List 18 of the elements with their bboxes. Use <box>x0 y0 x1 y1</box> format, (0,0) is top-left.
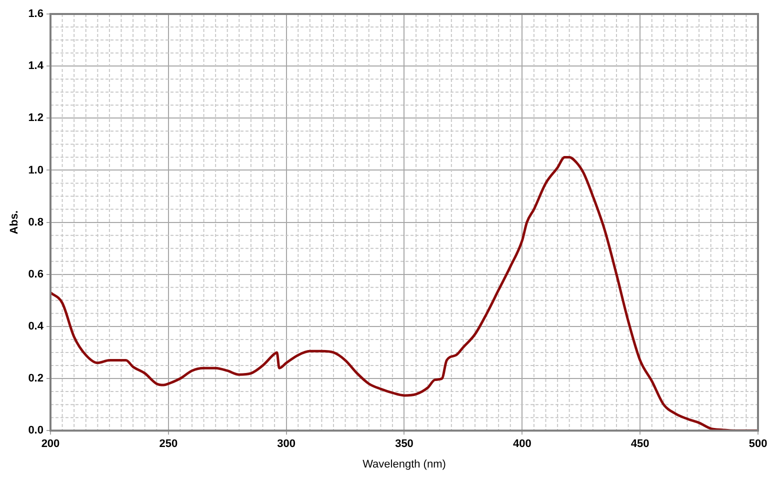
y-tick-label: 0.4 <box>28 320 44 332</box>
y-tick-label: 1.0 <box>28 164 44 176</box>
x-tick-label: 400 <box>512 438 532 450</box>
y-tick-label: 1.2 <box>28 112 44 124</box>
y-tick-label: 0.6 <box>28 268 44 280</box>
y-tick-label: 0.8 <box>28 216 44 228</box>
x-tick-label: 350 <box>395 438 414 450</box>
x-tick-label: 200 <box>41 438 60 450</box>
x-tick-label: 250 <box>159 438 178 450</box>
y-tick-label: 1.4 <box>28 60 44 72</box>
x-tick-label: 450 <box>630 438 650 450</box>
x-axis-title: Wavelength (nm) <box>362 458 446 470</box>
x-tick-label: 300 <box>277 438 296 450</box>
x-tick-label: 500 <box>748 438 768 450</box>
y-tick-label: 0.2 <box>28 372 44 385</box>
y-axis-title: Abs. <box>8 210 21 234</box>
y-tick-label: 1.6 <box>28 8 44 20</box>
y-tick-label: 0.0 <box>28 424 44 437</box>
